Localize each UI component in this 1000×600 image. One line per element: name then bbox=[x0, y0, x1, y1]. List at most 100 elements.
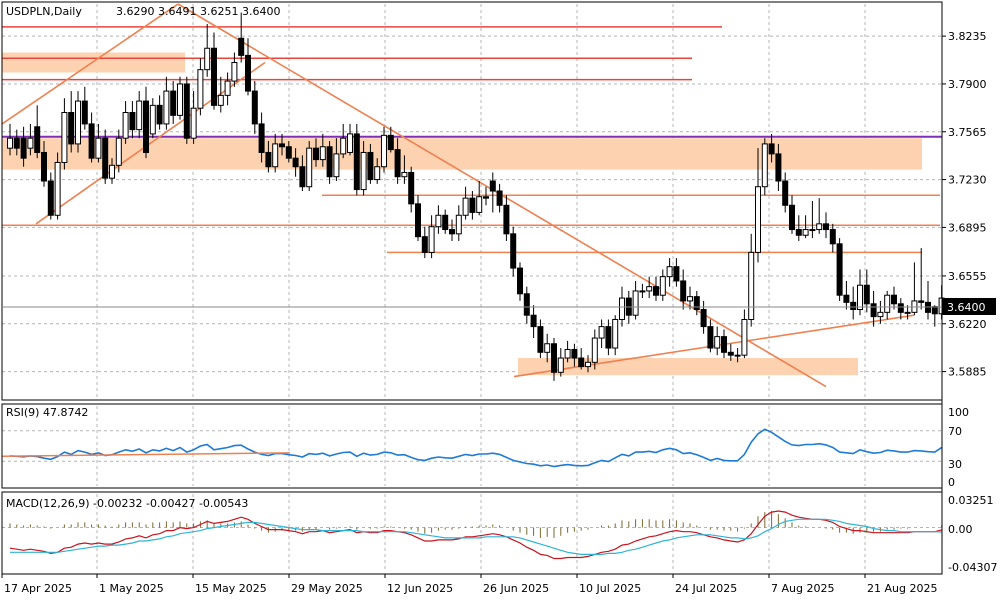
candle-body-47 bbox=[326, 146, 333, 178]
candle-117 bbox=[802, 215, 809, 239]
candle-body-57 bbox=[394, 149, 401, 178]
candle-body-33 bbox=[231, 62, 238, 82]
candle-body-14 bbox=[102, 137, 109, 179]
candle-43 bbox=[299, 155, 306, 192]
candle-body-5 bbox=[41, 151, 47, 182]
candle-body-30 bbox=[211, 47, 217, 106]
candle-24 bbox=[170, 81, 177, 124]
candle-46 bbox=[319, 133, 326, 167]
price-axis: 3.8235 3.7900 3.7565 3.7230 3.6895 3.6555 3.62… bbox=[942, 30, 987, 379]
candle-72 bbox=[496, 183, 503, 213]
candle-body-49 bbox=[340, 137, 347, 155]
candle-18 bbox=[129, 101, 136, 139]
candle-42 bbox=[292, 148, 299, 177]
candle-53 bbox=[367, 143, 374, 184]
candle-body-103 bbox=[707, 326, 714, 349]
candle-body-22 bbox=[156, 104, 163, 125]
candle-body-97 bbox=[666, 266, 673, 278]
price-tick-label-3: 3.7230 bbox=[948, 174, 987, 187]
candle-body-52 bbox=[360, 151, 367, 191]
macd-main-line bbox=[9, 510, 942, 560]
candle-body-128 bbox=[877, 311, 884, 318]
grid-lines bbox=[1, 4, 942, 572]
candle-123 bbox=[843, 280, 850, 310]
candle-body-92 bbox=[632, 290, 639, 316]
candle-130 bbox=[891, 286, 897, 310]
candle-body-101 bbox=[693, 296, 700, 310]
candle-body-123 bbox=[843, 294, 850, 303]
candle-56 bbox=[387, 126, 394, 153]
price-tick-label-1: 3.7900 bbox=[948, 78, 987, 91]
candle-body-48 bbox=[333, 153, 340, 178]
candle-4 bbox=[34, 105, 41, 159]
candle-body-130 bbox=[891, 294, 897, 305]
candle-body-100 bbox=[687, 296, 693, 302]
candle-121 bbox=[829, 223, 836, 253]
candle-83 bbox=[571, 343, 578, 367]
candle-body-16 bbox=[115, 137, 122, 166]
candle-body-84 bbox=[578, 357, 585, 368]
candle-body-77 bbox=[530, 314, 537, 328]
candle-125 bbox=[857, 269, 863, 316]
candle-body-19 bbox=[136, 100, 143, 131]
candle-body-55 bbox=[381, 134, 387, 168]
x-tick-label-8: 7 Aug 2025 bbox=[771, 582, 834, 595]
candle-115 bbox=[789, 195, 795, 234]
candle-body-23 bbox=[163, 90, 170, 125]
candle-body-79 bbox=[544, 343, 551, 353]
candle-body-73 bbox=[503, 204, 510, 235]
candle-1 bbox=[13, 129, 20, 156]
candle-body-37 bbox=[258, 123, 265, 153]
candle-103 bbox=[707, 319, 714, 353]
candle-134 bbox=[918, 248, 925, 310]
candle-113 bbox=[775, 143, 782, 192]
candle-120 bbox=[823, 212, 829, 239]
candle-105 bbox=[721, 329, 727, 359]
candle-body-119 bbox=[816, 223, 823, 231]
candle-body-104 bbox=[714, 336, 721, 349]
candle-108 bbox=[741, 309, 748, 359]
current-price-label: 3.6400 bbox=[947, 301, 986, 314]
candle-body-26 bbox=[183, 83, 190, 139]
candle-body-72 bbox=[496, 190, 503, 206]
candle-30 bbox=[211, 32, 217, 110]
candle-body-90 bbox=[619, 297, 625, 320]
macd-tick-min: -0.04307 bbox=[948, 561, 997, 574]
candle-99 bbox=[680, 269, 687, 310]
candle-body-83 bbox=[571, 348, 578, 359]
candle-45 bbox=[313, 138, 319, 167]
candle-124 bbox=[850, 286, 857, 320]
rsi-label: RSI(9) 47.8742 bbox=[6, 406, 88, 419]
candle-13 bbox=[95, 123, 102, 163]
candle-112 bbox=[768, 133, 775, 163]
candle-29 bbox=[204, 23, 211, 77]
candle-93 bbox=[639, 283, 646, 299]
candle-92 bbox=[632, 280, 639, 320]
candle-61 bbox=[421, 226, 428, 259]
candle-86 bbox=[591, 329, 598, 370]
candle-44 bbox=[306, 141, 313, 192]
candle-101 bbox=[693, 290, 700, 316]
candle-body-62 bbox=[428, 226, 435, 253]
macd-axis: 0.03251 0.00 -0.04307 bbox=[948, 494, 997, 574]
zone-lower bbox=[518, 358, 858, 376]
candle-body-99 bbox=[680, 280, 687, 302]
candle-48 bbox=[333, 138, 340, 182]
symbol-timeframe: USDPLN,Daily bbox=[6, 5, 82, 18]
candle-body-78 bbox=[537, 326, 544, 353]
candle-50 bbox=[347, 123, 353, 156]
price-tick-label-5: 3.6555 bbox=[948, 270, 987, 283]
candle-25 bbox=[177, 76, 183, 120]
candle-41 bbox=[285, 141, 292, 163]
candle-19 bbox=[136, 91, 143, 139]
candle-body-11 bbox=[81, 100, 88, 125]
candle-body-54 bbox=[374, 166, 381, 181]
candle-100 bbox=[687, 286, 693, 310]
macd-indicator bbox=[9, 510, 943, 560]
candle-107 bbox=[734, 348, 741, 363]
candle-6 bbox=[47, 172, 54, 220]
candle-body-13 bbox=[95, 137, 102, 159]
candle-38 bbox=[265, 141, 272, 173]
candle-119 bbox=[816, 198, 823, 234]
